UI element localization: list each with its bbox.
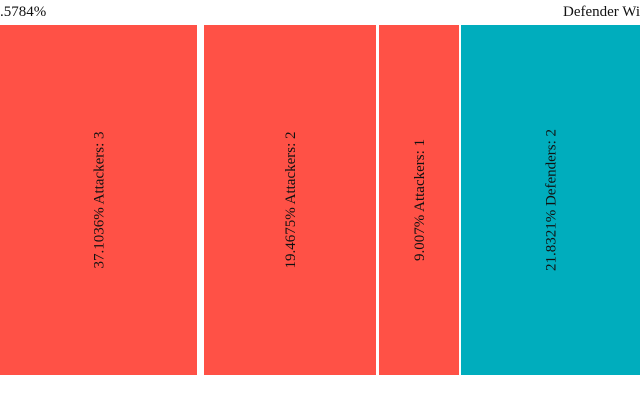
bar-1 [204,25,376,375]
bar-0 [0,25,197,375]
bar-2 [379,25,459,375]
attacker-win-total-label: .5784% [0,4,47,20]
bar-label-2: 9.007% Attackers: 1 [412,139,428,261]
bar-label-0: 37.1036% Attackers: 3 [92,131,108,268]
defender-win-title: Defender Wi [563,4,640,20]
bar-3 [461,25,640,375]
bar-label-3: 21.8321% Defenders: 2 [544,129,560,271]
bar-label-1: 19.4675% Attackers: 2 [283,131,299,268]
